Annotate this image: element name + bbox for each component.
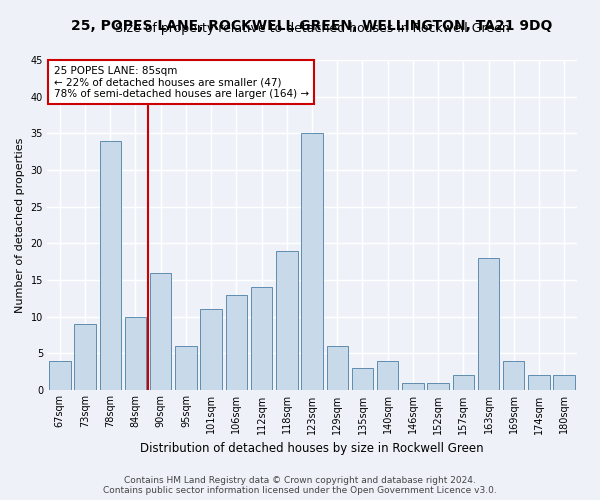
Bar <box>528 376 550 390</box>
Bar <box>74 324 96 390</box>
Bar <box>503 361 524 390</box>
X-axis label: Distribution of detached houses by size in Rockwell Green: Distribution of detached houses by size … <box>140 442 484 455</box>
Bar <box>226 294 247 390</box>
Bar <box>478 258 499 390</box>
Text: Contains HM Land Registry data © Crown copyright and database right 2024.
Contai: Contains HM Land Registry data © Crown c… <box>103 476 497 495</box>
Bar <box>100 140 121 390</box>
Bar <box>276 250 298 390</box>
Text: 25 POPES LANE: 85sqm
← 22% of detached houses are smaller (47)
78% of semi-detac: 25 POPES LANE: 85sqm ← 22% of detached h… <box>53 66 308 99</box>
Bar <box>427 383 449 390</box>
Bar <box>553 376 575 390</box>
Bar <box>49 361 71 390</box>
Bar <box>200 310 222 390</box>
Bar <box>402 383 424 390</box>
Title: Size of property relative to detached houses in Rockwell Green: Size of property relative to detached ho… <box>115 22 509 35</box>
Bar <box>326 346 348 390</box>
Bar <box>377 361 398 390</box>
Text: 25, POPES LANE, ROCKWELL GREEN, WELLINGTON, TA21 9DQ: 25, POPES LANE, ROCKWELL GREEN, WELLINGT… <box>71 20 553 34</box>
Bar <box>452 376 474 390</box>
Bar <box>175 346 197 390</box>
Bar <box>125 316 146 390</box>
Bar <box>352 368 373 390</box>
Bar <box>150 272 172 390</box>
Bar <box>301 133 323 390</box>
Bar <box>251 288 272 390</box>
Y-axis label: Number of detached properties: Number of detached properties <box>15 138 25 312</box>
